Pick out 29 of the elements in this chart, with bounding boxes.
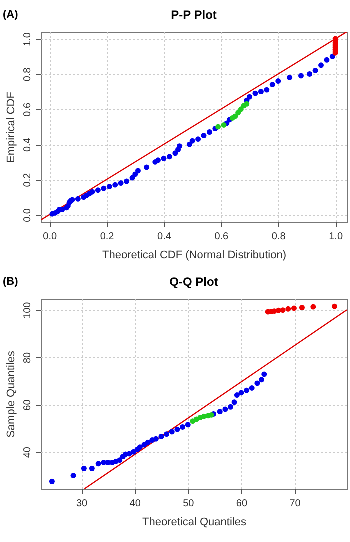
x-tick-label: 0.8: [272, 232, 286, 242]
y-tick-label: 0.4: [22, 138, 34, 152]
text: (B): [3, 276, 19, 288]
x-tick-label: 0.2: [100, 232, 115, 242]
y-axis-title: Empirical CDF: [6, 92, 18, 163]
y-tick-label: 0.8: [22, 67, 34, 82]
x-tick-label: 0.4: [158, 232, 172, 242]
x-tick-label: 70: [290, 498, 302, 510]
y-tick-label: 60: [22, 399, 34, 411]
x-tick-label: 0.6: [214, 232, 230, 242]
chart-title: P-P Plot: [171, 8, 217, 22]
x-tick-label: 50: [183, 498, 195, 510]
x-tick-label: 40: [130, 498, 142, 510]
y-tick-label: 100: [22, 302, 34, 319]
y-tick-label: 80: [22, 352, 34, 364]
x-tick-label: 0.0: [43, 232, 58, 242]
y-tick-label: 40: [22, 446, 34, 458]
x-axis-title: Theoretical Quantiles: [142, 516, 247, 528]
y-tick-label: 0.2: [22, 172, 34, 188]
x-tick-label: 1.0: [329, 232, 344, 242]
chart-title: Q-Q Plot: [170, 275, 218, 289]
text: (A): [3, 9, 19, 21]
y-tick-label: 0.6: [22, 102, 34, 117]
y-tick-label: 0.0: [22, 208, 34, 222]
x-axis-title: Theoretical CDF (Normal Distribution): [102, 250, 286, 262]
y-tick-label: 1.0: [22, 32, 34, 46]
y-axis-title: Sample Quantiles: [6, 350, 18, 438]
x-tick-label: 60: [236, 498, 248, 510]
x-tick-label: 30: [76, 498, 88, 510]
